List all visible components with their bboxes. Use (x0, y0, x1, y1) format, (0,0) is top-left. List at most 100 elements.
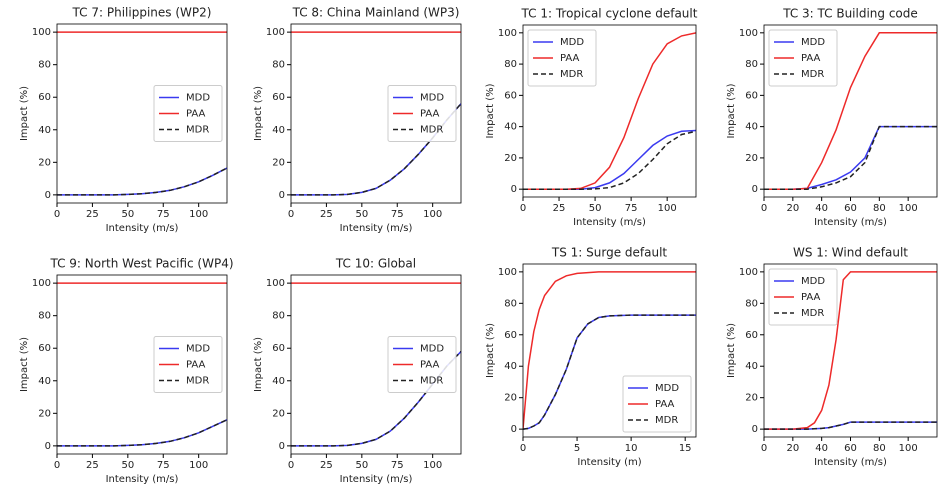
y-tick-label: 0 (752, 184, 758, 195)
series-line (523, 130, 696, 190)
series-line (57, 167, 227, 196)
series-line (57, 419, 227, 447)
x-tick-label: 100 (423, 460, 442, 471)
legend-box (153, 85, 223, 142)
x-tick-label: 0 (520, 443, 526, 454)
x-axis-label: Intensity (m) (577, 457, 641, 468)
chart-panel: 0 25 50 75 100 0 20 40 60 80 100 TC 7: Philippines … (19, 6, 228, 234)
y-axis-label: Impact (%) (253, 86, 264, 141)
axes-frame (56, 274, 228, 455)
x-tick-label: 100 (423, 209, 442, 220)
chart-panel: 0 25 50 75 100 0 20 40 60 80 100 TC 10: Global Inten… (253, 257, 462, 485)
y-tick-label: 100 (266, 27, 285, 38)
x-tick-label: 75 (391, 209, 404, 220)
legend-label: PAA (186, 109, 206, 120)
y-tick-label: 60 (745, 330, 758, 341)
legend-label: MDD (186, 93, 210, 104)
series-line (764, 421, 937, 430)
chart-panel: 0 20 40 60 80 100 0 20 40 60 80 100 TC 3: TC Buildin… (726, 7, 938, 228)
y-tick-label: 60 (272, 343, 285, 354)
axes-frame (290, 274, 462, 455)
x-tick-label: 100 (899, 443, 918, 454)
x-tick-label: 50 (121, 460, 134, 471)
y-axis-label: Impact (%) (485, 83, 496, 138)
series-line (57, 167, 227, 196)
x-axis-label: Intensity (m/s) (573, 217, 646, 228)
series-line (523, 314, 696, 430)
chart-panel: 0 20 40 60 80 100 0 20 40 60 80 100 WS 1: Wind defau… (726, 246, 938, 468)
legend-box (153, 336, 223, 393)
y-tick-label: 0 (279, 441, 285, 452)
x-tick-label: 80 (873, 443, 886, 454)
legend-label: PAA (560, 53, 580, 64)
legend-box (768, 29, 838, 87)
axes-frame (56, 23, 228, 204)
y-tick-label: 20 (504, 153, 517, 164)
y-tick-label: 80 (745, 298, 758, 309)
legend-label: MDR (420, 125, 443, 136)
x-axis-label: Intensity (m/s) (106, 223, 179, 234)
x-axis-label: Intensity (m/s) (814, 217, 887, 228)
legend-box (622, 375, 692, 433)
axes-frame (763, 263, 938, 438)
legend-label: PAA (655, 399, 675, 410)
x-tick-label: 75 (391, 460, 404, 471)
x-tick-label: 0 (520, 203, 526, 214)
axes-frame (763, 24, 938, 198)
x-tick-label: 0 (761, 203, 767, 214)
y-tick-label: 20 (745, 393, 758, 404)
y-tick-label: 80 (504, 59, 517, 70)
y-tick-label: 60 (38, 343, 51, 354)
y-tick-label: 100 (498, 28, 517, 39)
y-tick-label: 60 (504, 330, 517, 341)
y-tick-label: 40 (38, 376, 51, 387)
legend-label: MDD (186, 344, 210, 355)
axes-frame (290, 23, 462, 204)
legend-label: MDD (655, 383, 679, 394)
chart-title: TC 8: China Mainland (WP3) (292, 6, 460, 20)
chart-title: WS 1: Wind default (793, 246, 908, 260)
x-tick-label: 100 (899, 203, 918, 214)
x-tick-label: 40 (815, 203, 828, 214)
x-tick-label: 25 (86, 209, 99, 220)
y-tick-label: 20 (745, 153, 758, 164)
y-tick-label: 100 (739, 267, 758, 278)
series-line (764, 421, 937, 430)
y-axis-label: Impact (%) (726, 83, 737, 138)
x-tick-label: 80 (873, 203, 886, 214)
x-axis-label: Intensity (m/s) (340, 223, 413, 234)
y-tick-label: 0 (45, 441, 51, 452)
x-tick-label: 15 (679, 443, 692, 454)
y-tick-label: 100 (739, 28, 758, 39)
legend-label: MDD (801, 276, 825, 287)
y-tick-label: 60 (272, 92, 285, 103)
chart-panel: 0 5 10 15 0 20 40 60 80 100 TS 1: Surge default Int… (485, 246, 697, 468)
x-tick-label: 50 (589, 203, 602, 214)
series-line (764, 125, 937, 190)
y-axis-label: Impact (%) (19, 86, 30, 141)
x-tick-label: 40 (815, 443, 828, 454)
y-tick-label: 40 (745, 122, 758, 133)
y-axis-label: Impact (%) (726, 323, 737, 378)
series-line (57, 419, 227, 447)
chart-title: TC 10: Global (335, 257, 416, 271)
legend-label: MDR (420, 376, 443, 387)
y-tick-label: 40 (38, 125, 51, 136)
legend-label: MDD (801, 37, 825, 48)
x-tick-label: 75 (157, 209, 170, 220)
x-tick-label: 20 (786, 443, 799, 454)
x-tick-label: 25 (320, 209, 333, 220)
legend-box (527, 29, 597, 87)
x-tick-label: 20 (786, 203, 799, 214)
y-tick-label: 60 (38, 92, 51, 103)
x-tick-label: 100 (189, 460, 208, 471)
y-axis-label: Impact (%) (253, 337, 264, 392)
series-line (523, 129, 696, 190)
y-tick-label: 0 (752, 424, 758, 435)
legend-label: MDD (420, 344, 444, 355)
x-tick-label: 25 (86, 460, 99, 471)
axes-frame (522, 24, 697, 198)
chart-title: TC 9: North West Pacific (WP4) (49, 257, 233, 271)
x-tick-label: 60 (844, 443, 857, 454)
